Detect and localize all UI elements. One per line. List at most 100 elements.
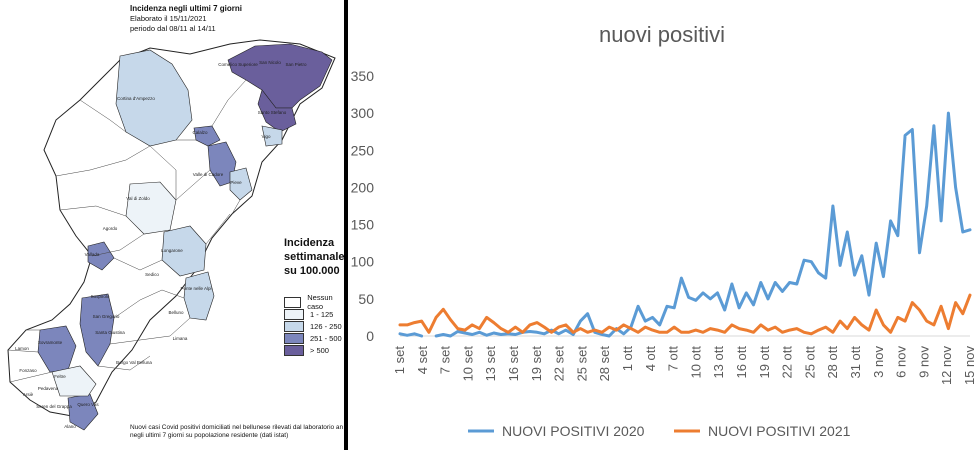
data-point: [838, 264, 842, 267]
data-point: [752, 331, 755, 334]
data-point: [564, 328, 568, 332]
legend-label: 251 - 500: [310, 333, 342, 343]
data-point: [442, 333, 445, 336]
data-point: [398, 323, 402, 327]
data-point: [774, 325, 777, 329]
map-region-ponte-alpi: [183, 271, 215, 321]
map-period: periodo dal 08/11 al 14/11: [130, 24, 216, 33]
data-point: [499, 333, 503, 336]
data-point: [600, 331, 604, 334]
map-region-vigo: [261, 125, 283, 147]
x-tick-label: 13 ott: [711, 346, 726, 379]
y-tick-label: 350: [351, 68, 375, 84]
legend-swatch: [284, 296, 302, 308]
x-tick-label: 7 set: [438, 346, 453, 375]
map-place-label: Arsiè: [23, 392, 34, 397]
y-tick-label: 200: [351, 179, 375, 195]
map-title: Incidenza negli ultimi 7 giorni: [130, 4, 243, 13]
data-point: [658, 323, 661, 327]
map-place-label: San Gregorio: [93, 314, 120, 319]
x-tick-label: 19 set: [529, 346, 544, 382]
map-place-label: Sospirolo: [91, 294, 110, 299]
x-tick-label: 1 set: [392, 346, 407, 375]
data-point: [572, 331, 575, 334]
map-place-label: Limana: [173, 336, 188, 341]
data-point: [860, 254, 863, 257]
data-point: [875, 308, 878, 312]
data-point: [802, 259, 806, 262]
data-point: [723, 308, 726, 312]
data-point: [673, 325, 676, 329]
legend-label: 126 - 250: [310, 321, 342, 331]
data-point: [658, 331, 661, 334]
x-tick-label: 10 ott: [688, 346, 703, 379]
panel-divider: [344, 0, 348, 450]
data-point: [889, 219, 892, 223]
map-header: Incidenza negli ultimi 7 giorni Elaborat…: [130, 4, 242, 34]
map-place-label: Alano: [64, 424, 76, 429]
y-tick-label: 50: [358, 291, 374, 307]
legend-swatch: [284, 320, 304, 332]
data-point: [939, 305, 943, 308]
data-point: [737, 327, 741, 330]
data-point: [636, 305, 640, 308]
incidence-map: Comelico Superiore San Nicolo San Pietro Sa…: [7, 39, 336, 431]
data-point: [600, 333, 604, 336]
data-point: [651, 316, 654, 319]
municipality-borders: [7, 79, 247, 383]
data-point: [954, 186, 957, 189]
map-region-vallada: [87, 241, 115, 271]
map-place-label: San Pietro: [285, 62, 307, 67]
data-point: [420, 319, 423, 323]
legend-title-line: settimanale: [284, 251, 345, 263]
legend-swatch: [284, 332, 304, 344]
map-place-label: Belluno: [168, 310, 184, 315]
data-point: [694, 328, 697, 332]
data-point: [759, 323, 762, 327]
data-point: [853, 273, 856, 277]
line-chart-panel: nuovi positivi 0 50 100 150 200 250 300 350 1 set…: [348, 0, 980, 450]
legend-item: 1 - 125: [284, 308, 344, 320]
data-point: [911, 301, 914, 304]
data-point: [636, 331, 640, 334]
data-point: [817, 271, 820, 275]
data-point: [911, 128, 914, 131]
y-tick-label: 250: [351, 142, 375, 158]
x-tick-label: 13 set: [483, 346, 498, 382]
map-place-label: San Nicolo: [259, 60, 281, 65]
data-point: [449, 318, 452, 321]
data-point: [802, 331, 806, 334]
data-point: [954, 301, 957, 304]
map-elaborated-date: Elaborato il 15/11/2021: [130, 14, 207, 23]
legend-title-line: Incidenza: [284, 237, 335, 249]
x-tick-label: 16 ott: [734, 346, 749, 379]
y-tick-label: 0: [366, 328, 374, 344]
data-point: [398, 332, 402, 335]
data-point: [925, 319, 928, 323]
data-point: [492, 321, 495, 324]
data-point: [947, 327, 950, 330]
data-point: [492, 331, 495, 335]
data-point: [644, 325, 647, 329]
chart-legend-label: NUOVI POSITIVI 2021: [708, 423, 851, 439]
map-place-label: Val di Zoldo: [126, 196, 150, 201]
data-point: [774, 281, 777, 284]
data-point: [499, 327, 503, 330]
data-point: [514, 333, 517, 336]
x-tick-label: 22 ott: [780, 346, 795, 379]
map-place-label: Longarone: [161, 248, 183, 253]
legend-item: Nessun caso: [284, 293, 344, 311]
data-point: [939, 219, 943, 223]
legend-swatch: [284, 308, 304, 320]
map-region-cortina: [115, 49, 193, 147]
data-point: [557, 325, 560, 329]
data-point: [831, 204, 835, 208]
chart-title: nuovi positivi: [599, 22, 725, 47]
map-place-label: Santo Stefano: [258, 110, 287, 115]
data-point: [730, 323, 734, 327]
map-place-label: Santa Giustina: [95, 330, 125, 335]
data-point: [528, 330, 532, 333]
map-place-label: Pieve: [230, 180, 242, 185]
data-point: [413, 321, 416, 324]
x-tick-label: 4 set: [415, 346, 430, 375]
